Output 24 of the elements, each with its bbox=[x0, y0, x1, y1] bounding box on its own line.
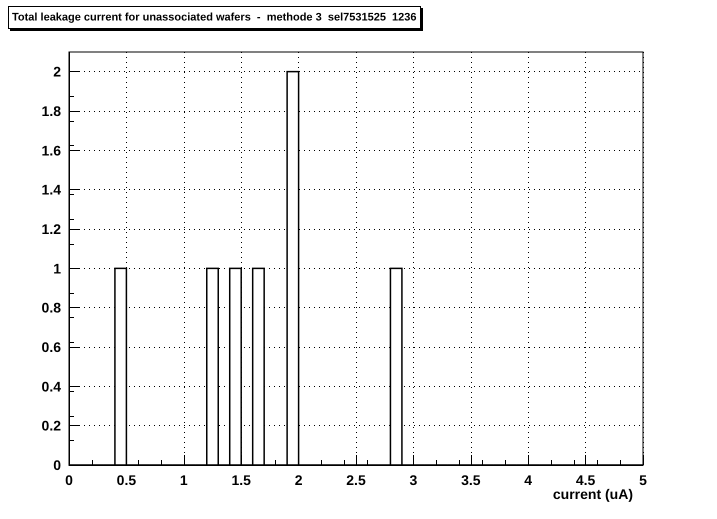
y-tick-label: 0.2 bbox=[42, 418, 62, 434]
y-tick-label: 0 bbox=[53, 457, 62, 473]
x-tick-label: 1.5 bbox=[231, 472, 252, 488]
x-tick-label: 4.5 bbox=[576, 472, 596, 488]
x-tick-label: 3 bbox=[410, 472, 418, 488]
y-tick-label: 1 bbox=[53, 260, 62, 276]
x-tick-label: 1 bbox=[180, 472, 188, 488]
x-tick-label: 0.5 bbox=[116, 472, 136, 488]
y-tick-label: 0.8 bbox=[42, 300, 62, 316]
x-tick-label: 3.5 bbox=[461, 472, 481, 488]
x-tick-label: 5 bbox=[639, 472, 648, 488]
y-tick-label: 1.2 bbox=[42, 221, 62, 237]
x-tick-label: 0 bbox=[65, 472, 74, 488]
y-tick-label: 1.4 bbox=[42, 182, 62, 198]
chart-title: Total leakage current for unassociated wafers - methode 3 sel7531525 1236 bbox=[12, 12, 417, 24]
x-axis-title: current (uA) bbox=[552, 486, 633, 502]
x-tick-label: 4 bbox=[524, 472, 532, 488]
x-tick-label: 2 bbox=[294, 472, 303, 488]
y-tick-label: 1.8 bbox=[42, 103, 62, 119]
y-tick-label: 2 bbox=[53, 64, 62, 80]
y-tick-label: 0.4 bbox=[42, 378, 62, 394]
x-tick-label: 2.5 bbox=[346, 472, 366, 488]
y-tick-label: 1.6 bbox=[42, 142, 62, 158]
y-tick-label: 0.6 bbox=[42, 339, 62, 355]
